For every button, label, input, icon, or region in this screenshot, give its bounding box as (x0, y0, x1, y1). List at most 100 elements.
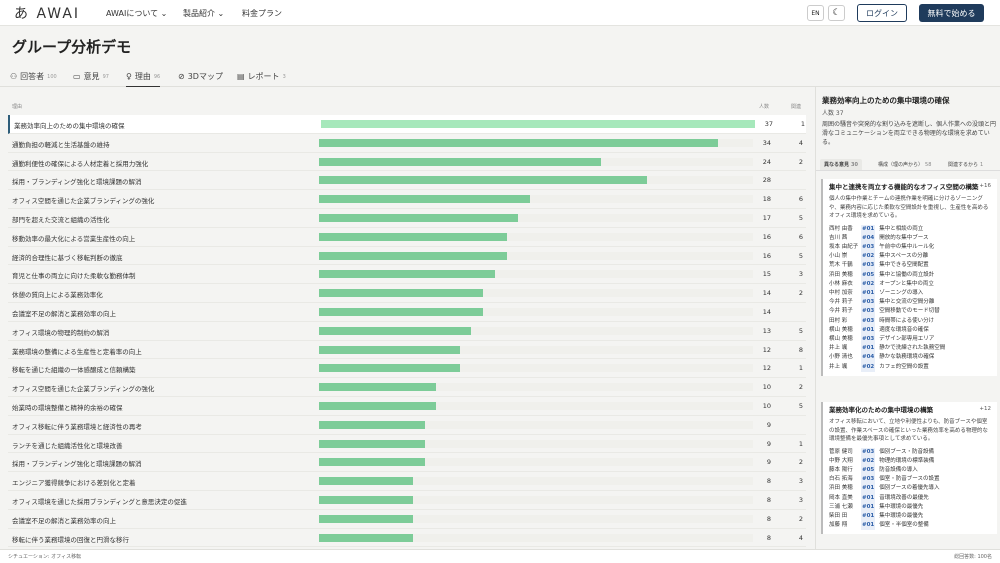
tab-reasons[interactable]: ♀ 理由 96 (126, 71, 161, 87)
table-row[interactable]: ランチを通じた組織活性化と環境改善 9 1 (8, 435, 806, 454)
opinion-entry[interactable]: 浜田 美穂 #05 集中と協働の両立設計 (829, 270, 991, 280)
reason-label: 会議室不足の解消と業務効率の向上 (12, 309, 116, 318)
opinion-card[interactable]: 業務効率化のための集中環境の構築 +12 オフィス移転において、立地や利便性よりも、… (821, 402, 997, 535)
table-row[interactable]: 会議室不足の解消と業務効率の向上 14 (8, 303, 806, 322)
language-toggle[interactable]: EN (807, 5, 824, 21)
people-count: 15 (762, 270, 771, 279)
opinion-entry[interactable]: 今井 莉子 #03 空間移動でのモード切替 (829, 307, 991, 317)
table-row[interactable]: エンジニア獲得競争における差別化と定着 8 3 (8, 472, 806, 491)
login-button[interactable]: ログイン (857, 4, 907, 22)
opinion-card[interactable]: 集中と連携を両立する機能的なオフィス空間の構築 +16 個人の集中作業とチームの連携… (821, 179, 997, 376)
opinion-text: 集中環境の最優先 (879, 512, 924, 519)
table-row[interactable]: 業務効率向上のための集中環境の確保 37 1 (8, 115, 806, 134)
respondent-name: 西村 由香 (829, 225, 853, 232)
opinion-entry[interactable]: 坂本 由紀子 #03 午前中の集中ルール化 (829, 242, 991, 253)
tab-composition[interactable]: 構成（理の声から） 58 (878, 162, 932, 168)
reason-label: 始業時の環境整備と精神的余裕の確保 (12, 403, 123, 412)
column-header-reason[interactable]: 理由 (12, 104, 23, 110)
tab-report[interactable]: ▤ レポート 3 (237, 72, 286, 81)
opinion-text: 集中と交流の空間分離 (879, 299, 935, 306)
table-row[interactable]: 部門を超えた交流と組織の活性化 17 5 (8, 209, 806, 228)
column-header-related[interactable]: 関連 (791, 104, 802, 110)
table-row[interactable]: オフィス移転に伴う業務環境と経済性の再考 9 (8, 416, 806, 435)
bar-track (319, 326, 753, 335)
table-row[interactable]: 会議室不足の解消と業務効率の向上 8 2 (8, 510, 806, 529)
tab-3d-map[interactable]: ⊘ 3Dマップ (178, 72, 223, 81)
reason-label: 業務環境の整備による生産性と定着率の向上 (12, 347, 142, 356)
nav-item-pricing[interactable]: 料金プラン (242, 9, 282, 18)
people-bar (321, 120, 755, 128)
opinion-text: 適度な環境音の確保 (879, 326, 929, 333)
table-row[interactable]: 採用・ブランディング強化と環境課題の解消 28 (8, 171, 806, 191)
tab-opinions[interactable]: ▭ 意見 97 (73, 72, 109, 81)
opinion-entry[interactable]: 加藤 翔 #01 個室・半個室の整備 (829, 521, 991, 531)
table-row[interactable]: 移転を通じた組織の一体感醸成と信頼構築 12 1 (8, 359, 806, 379)
table-row[interactable]: 始業時の環境整備と精神的余裕の確保 10 5 (8, 397, 806, 416)
opinion-text: 個別ブース・防音設備 (879, 448, 934, 455)
nav-item-products[interactable]: 製品紹介 ⌄ (183, 9, 225, 18)
opinion-tag: #03 (861, 307, 876, 317)
respondent-name: 井上 颯 (829, 363, 848, 370)
tab-respondents[interactable]: ⚇ 回答者 100 (10, 72, 57, 81)
table-row[interactable]: 通勤負担の軽減と生活基盤の維持 34 4 (8, 134, 806, 153)
respondent-name: 横山 美穂 (829, 335, 853, 342)
table-row[interactable]: 採用・ブランディング強化と環境課題の解消 9 2 (8, 453, 806, 473)
opinion-entry[interactable]: 西村 由香 #01 集中と相談の両立 (829, 224, 991, 234)
opinion-entry[interactable]: 吉川 茜 #04 開放的な集中ブース (829, 233, 991, 243)
opinion-entry[interactable]: 岡本 直美 #01 音環境改善の最優先 (829, 493, 991, 503)
table-row[interactable]: オフィス環境を通じた採用ブランディングと意思決定の促進 8 3 (8, 491, 806, 510)
opinion-entry[interactable]: 井上 颯 #02 カフェ的空間の設置 (829, 362, 991, 372)
reason-label: 部門を超えた交流と組織の活性化 (12, 215, 110, 224)
opinion-entry[interactable]: 白石 拓海 #03 個室・防音ブースの設置 (829, 475, 991, 485)
respondent-name: 菅原 健司 (829, 448, 853, 455)
table-row[interactable]: 移転に伴う業務環境の回復と円滑な移行 8 4 (8, 529, 806, 548)
people-bar (319, 195, 531, 204)
table-row[interactable]: 移動効率の最大化による営業生産性の向上 16 6 (8, 228, 806, 247)
opinion-entry[interactable]: 中野 大翔 #02 物理的環境の標準装備 (829, 456, 991, 466)
theme-toggle[interactable]: ☾ (828, 5, 845, 21)
table-row[interactable]: オフィス空間を通じた企業ブランディングの強化 18 6 (8, 190, 806, 209)
column-header-people[interactable]: 人数 (759, 104, 770, 110)
opinion-entry[interactable]: 中村 加奈 #01 ゾーニングの導入 (829, 288, 991, 299)
opinion-text: 静かな執務環境の確保 (879, 354, 935, 361)
opinion-entry[interactable]: 今井 莉子 #03 集中と交流の空間分離 (829, 298, 991, 308)
logo[interactable]: あ AWAI (14, 6, 81, 22)
opinion-entry[interactable]: 横山 美穂 #01 適度な環境音の確保 (829, 325, 991, 335)
opinion-text: 物理的環境の標準装備 (879, 457, 935, 464)
table-row[interactable]: 経済的合理性に基づく移転判断の徹底 16 5 (8, 247, 806, 266)
opinion-text: 静かで洗練された執務空間 (879, 345, 946, 352)
opinion-tag: #03 (861, 447, 876, 457)
start-free-button[interactable]: 無料で始める (919, 4, 984, 22)
opinion-entry[interactable]: 小林 麻衣 #02 オープンと集中の両立 (829, 279, 991, 289)
nav-item-about[interactable]: AWAIについて ⌄ (106, 9, 168, 18)
people-count: 12 (762, 345, 771, 354)
opinion-entry[interactable]: 柴田 田 #01 集中環境の最優先 (829, 511, 991, 522)
tab-different-opinions[interactable]: 異なる意見 30 (820, 159, 862, 170)
table-row[interactable]: 休憩の質向上による業務効率化 14 2 (8, 284, 806, 303)
opinion-entry[interactable]: 井上 颯 #01 静かで洗練された執務空間 (829, 344, 991, 354)
people-bar (319, 495, 413, 504)
opinion-entry[interactable]: 藤本 陽行 #05 防音設備の導入 (829, 465, 991, 476)
tab-related[interactable]: 関連するから 1 (948, 162, 984, 168)
people-count: 9 (766, 439, 771, 448)
table-row[interactable]: オフィス空間を通じた企業ブランディングの強化 10 2 (8, 378, 806, 397)
opinion-tag: #05 (861, 465, 876, 476)
opinion-entry[interactable]: 小山 崇 #02 集中スペースの分離 (829, 252, 991, 262)
bar-track (319, 514, 753, 523)
total-respondents: 総回答数: 100名 (954, 554, 992, 560)
opinion-entry[interactable]: 荒木 千鶴 #03 集中できる空間配置 (829, 261, 991, 271)
opinion-entry[interactable]: 浜田 美穂 #01 個別ブースの着優先導入 (829, 484, 991, 494)
opinion-entry[interactable]: 小野 清也 #04 静かな執務環境の確保 (829, 353, 991, 363)
table-row[interactable]: 通勤利便性の確保による人材定着と採用力強化 24 2 (8, 153, 806, 172)
opinion-entry[interactable]: 田村 彩 #03 時間帯による使い分け (829, 316, 991, 326)
opinion-text: 集中と相談の両立 (879, 225, 924, 232)
respondent-name: 小野 清也 (829, 354, 853, 361)
table-row[interactable]: オフィス環境の物理的制約の解消 13 5 (8, 322, 806, 341)
table-row[interactable]: 育児と仕事の両立に向けた柔軟な勤務体制 15 3 (8, 265, 806, 285)
table-row[interactable]: 業務環境の整備による生産性と定着率の向上 12 8 (8, 341, 806, 360)
people-bar (319, 138, 718, 147)
people-count: 16 (762, 232, 771, 241)
opinion-entry[interactable]: 三浦 七瀬 #01 集中環境の最優先 (829, 502, 991, 512)
opinion-entry[interactable]: 横山 美穂 #03 デザイン部専用エリア (829, 334, 991, 345)
opinion-entry[interactable]: 菅原 健司 #03 個別ブース・防音設備 (829, 447, 991, 457)
